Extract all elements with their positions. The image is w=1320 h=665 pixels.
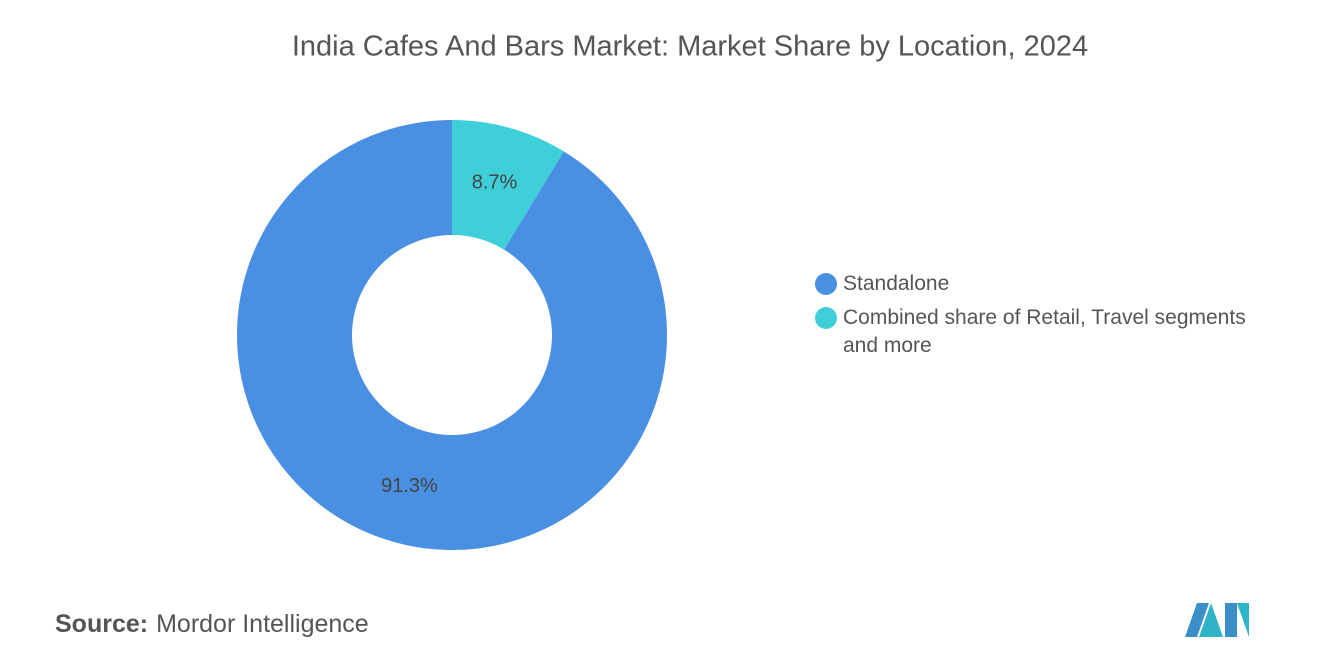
- data-label: 8.7%: [472, 172, 518, 194]
- source: Source: Mordor Intelligence: [55, 610, 369, 639]
- slice: [237, 120, 668, 550]
- data-label: 91.3%: [381, 475, 438, 497]
- chart-title: India Cafes And Bars Market: Market Shar…: [292, 31, 1088, 63]
- legend-item: Combined share of Retail, Travel segment…: [815, 304, 1285, 360]
- source-name: Mordor Intelligence: [156, 610, 369, 638]
- legend-label: Standalone: [843, 272, 950, 295]
- legend-label: Combined share of Retail, Travel segment…: [843, 306, 1246, 357]
- source-label: Source:: [55, 610, 149, 638]
- logo: [1185, 603, 1249, 637]
- legend-item: Standalone: [815, 270, 1285, 298]
- legend: Standalone Combined share of Retail, Trav…: [815, 270, 1285, 366]
- legend-swatch: [815, 273, 837, 295]
- slice: [452, 120, 564, 250]
- legend-swatch: [815, 307, 837, 329]
